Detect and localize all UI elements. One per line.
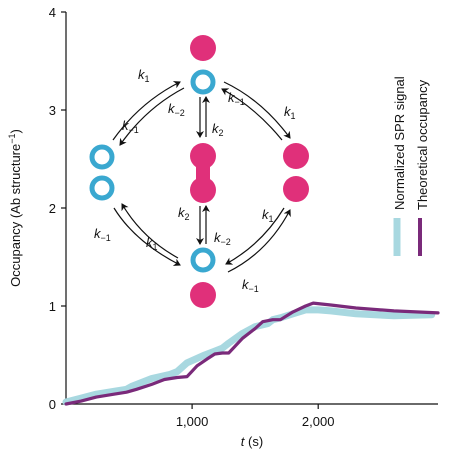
arrow-bottom-to-left: [121, 203, 179, 259]
k-label-top-right-outer: k1: [284, 104, 296, 121]
k-label-sub: 2: [185, 212, 190, 222]
series-theory-line: [64, 301, 440, 406]
k-label-bottom-right-lower: k−1: [242, 277, 259, 294]
arrow-left-to-top: [112, 81, 181, 141]
k-label-base: k: [94, 226, 102, 241]
x-axis-unit: (s): [244, 434, 263, 449]
plot-frame: [65, 12, 438, 405]
y-tick-label: 3: [49, 103, 56, 118]
x-axis-var: t: [241, 434, 246, 449]
ball-right-lower: [283, 176, 309, 202]
y-tick-label: 2: [49, 201, 56, 216]
k-label-bottom-vertical-lower: k−2: [214, 230, 231, 247]
k-label-top-left-lower: k−1: [122, 118, 139, 135]
k-label-base: k: [242, 277, 250, 292]
ball-bottom: [190, 282, 216, 308]
k-label-top-vertical-lower: k2: [212, 121, 224, 138]
k-label-base: k: [214, 230, 222, 245]
k-label-base: k: [168, 101, 176, 116]
k-label-sub: −2: [221, 237, 231, 247]
legend-label-theory: Theoretical occupancy: [415, 79, 430, 210]
k-label-top-left-upper: k1: [138, 67, 150, 84]
legend: Normalized SPR signal Theoretical occupa…: [392, 76, 430, 256]
arrow-right-to-bottom: [225, 207, 285, 265]
k-label-bottom-vertical-upper: k2: [178, 205, 190, 222]
k-label-sub: 1: [153, 242, 158, 252]
k-label-bottom-left-outer: k−1: [94, 226, 111, 243]
y-tick-label: 1: [49, 299, 56, 314]
k-label-base: k: [228, 90, 236, 105]
k-label-base: k: [284, 104, 292, 119]
y-ticks: 0 1 2 3 4: [49, 5, 66, 412]
x-tick-label: 2,000: [302, 414, 335, 429]
binding-diagram: k1 k−2 k−1 k1 k−1 k2 k2 k−2 k−1 k1 k1 k−…: [89, 35, 309, 308]
k-label-base: k: [262, 207, 270, 222]
series-layer: [62, 301, 440, 406]
k-label-base: k: [122, 118, 130, 133]
x-ticks: 1,000 2,000: [176, 404, 335, 429]
ring-left-lower: [89, 175, 115, 201]
k-label-top-vertical-upper: k−2: [168, 101, 185, 118]
ball-right-upper: [283, 143, 309, 169]
dumbbell-ball-upper: [190, 143, 216, 169]
y-tick-label: 4: [49, 5, 56, 20]
arrow-right-to-top: [221, 88, 283, 141]
y-tick-label: 0: [49, 397, 56, 412]
ball-top: [190, 35, 216, 61]
k-label-sub: 1: [145, 74, 150, 84]
k-label-sub: 2: [219, 128, 224, 138]
x-tick-label: 1,000: [176, 414, 209, 429]
k-label-base: k: [146, 235, 154, 250]
k-label-sub: 1: [291, 111, 296, 121]
k-label-base: k: [138, 67, 146, 82]
k-label-sub: 1: [269, 214, 274, 224]
k-label-top-right-inner: k−1: [228, 90, 245, 107]
k-label-sub: −1: [129, 125, 139, 135]
k-label-bottom-left-inner: k1: [146, 235, 158, 252]
k-label-base: k: [212, 121, 220, 136]
ring-top: [190, 69, 216, 95]
ring-bottom: [190, 247, 216, 273]
y-axis-title: Occupancy (Ab structure−1): [7, 129, 23, 287]
k-label-sub: −2: [175, 108, 185, 118]
ring-left-upper: [89, 144, 115, 170]
y-axis-sup: −1: [7, 134, 17, 144]
y-axis-close: ): [8, 129, 23, 133]
arrow-bottom-to-right: [227, 209, 291, 273]
k-label-base: k: [178, 205, 186, 220]
arrow-top-to-right: [223, 81, 291, 139]
arrow-top-to-left: [119, 87, 185, 146]
series-spr-line: [62, 306, 436, 406]
dumbbell-ball-lower: [190, 177, 216, 203]
x-axis-title: t (s): [241, 434, 263, 449]
k-label-sub: −1: [249, 284, 259, 294]
legend-label-spr: Normalized SPR signal: [392, 76, 407, 210]
arrow-left-to-bottom: [113, 207, 181, 266]
y-axis-text: Occupancy (Ab structure: [8, 144, 23, 287]
k-label-sub: −1: [101, 233, 111, 243]
k-label-bottom-right-upper: k1: [262, 207, 274, 224]
k-label-sub: −1: [235, 97, 245, 107]
